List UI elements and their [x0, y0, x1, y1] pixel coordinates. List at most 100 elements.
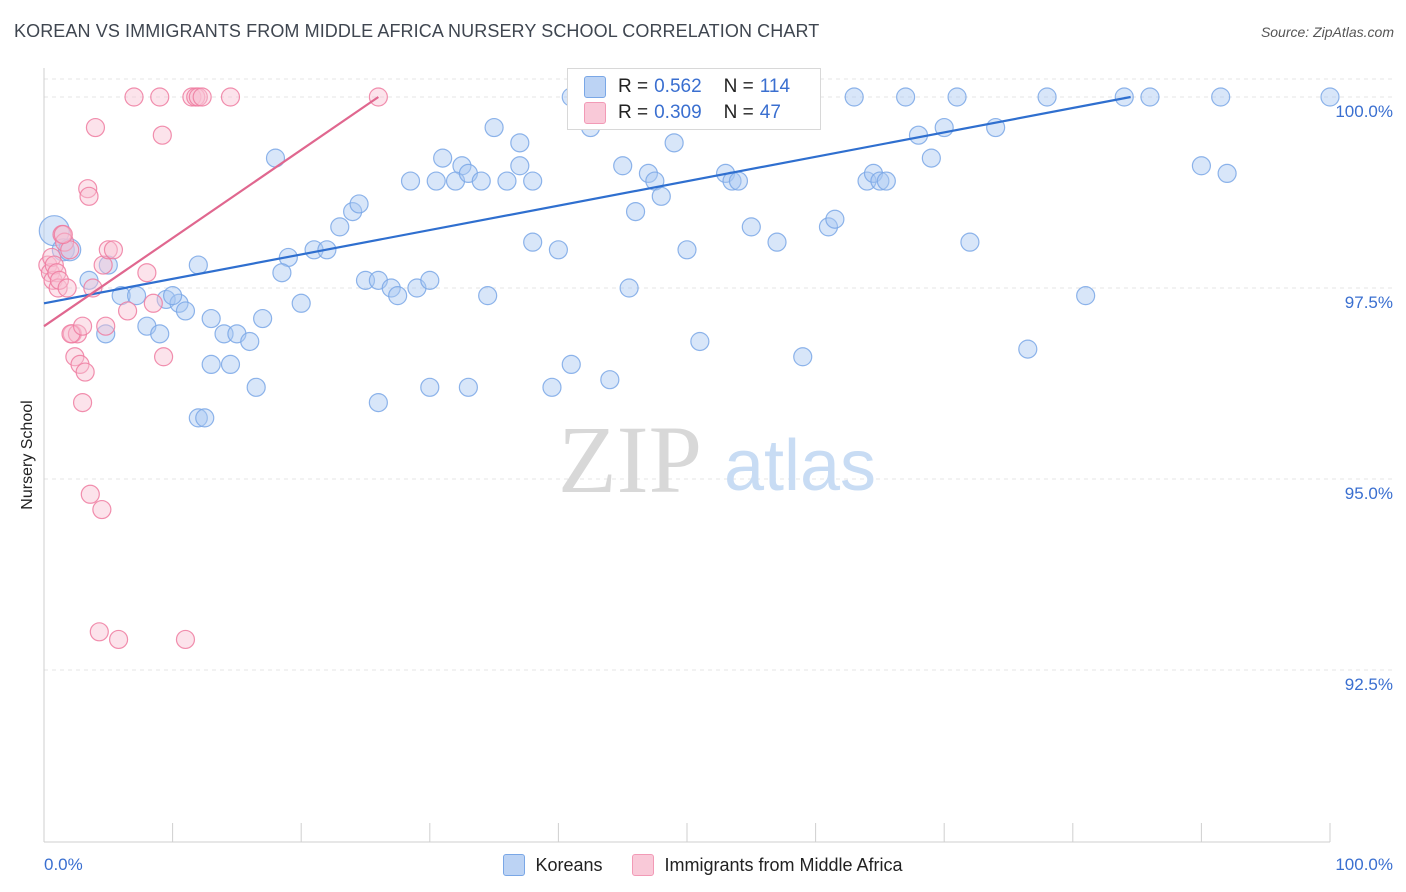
watermark-zip: ZIP: [558, 406, 702, 513]
legend-item-koreans[interactable]: Koreans: [503, 854, 602, 876]
middle-africa-point: [89, 622, 109, 642]
korean-point: [150, 324, 170, 344]
middle-africa-point: [220, 87, 241, 107]
middle-africa-point: [143, 293, 163, 313]
korean-point: [497, 171, 517, 191]
middle-africa-point: [117, 301, 138, 321]
korean-point: [876, 171, 896, 191]
y-tick-label: 95.0%: [1345, 484, 1393, 503]
legend-label: Koreans: [535, 854, 603, 875]
r-label: R =: [618, 102, 649, 123]
korean-point: [272, 263, 292, 283]
middle-africa-point: [152, 125, 172, 145]
middle-africa-point: [150, 87, 170, 107]
watermark-atlas: atlas: [724, 426, 876, 506]
middle-africa-point: [175, 629, 196, 650]
korean-point: [420, 377, 440, 397]
korean-point: [220, 354, 241, 374]
middle-africa-point: [53, 224, 73, 245]
korean-point: [619, 278, 639, 298]
korean-point: [1191, 156, 1212, 176]
middle-africa-point: [75, 362, 95, 382]
series-middle-africa: [38, 87, 388, 650]
r-value: 0.309: [654, 102, 702, 123]
korean-point: [1018, 339, 1038, 359]
korean-point: [420, 270, 440, 290]
middle-africa-point: [80, 484, 100, 504]
korean-point: [767, 232, 787, 252]
korean-point: [368, 393, 388, 413]
korean-point: [561, 354, 581, 374]
korean-point: [651, 186, 671, 206]
middle-africa-point: [108, 629, 129, 650]
korean-point: [728, 171, 749, 191]
y-tick-label: 92.5%: [1345, 675, 1393, 694]
middle-africa-swatch: [584, 102, 606, 124]
korean-point: [343, 202, 363, 222]
middle-africa-point: [79, 186, 99, 206]
r-value: 0.562: [654, 76, 702, 97]
x-tick-label-max: 100.0%: [1335, 855, 1393, 874]
korean-point: [1076, 286, 1096, 306]
korean-point: [98, 255, 118, 275]
koreans-trend-line: [43, 95, 1131, 305]
chart-title: KOREAN VS IMMIGRANTS FROM MIDDLE AFRICA …: [14, 21, 820, 41]
middle-africa-point: [72, 316, 93, 336]
korean-point: [1217, 163, 1237, 183]
korean-point: [169, 293, 189, 313]
korean-point: [240, 331, 260, 352]
korean-point: [523, 171, 543, 191]
legend-label: Immigrants from Middle Africa: [664, 854, 903, 875]
middle-africa-point: [96, 316, 116, 336]
y-tick-label: 100.0%: [1335, 102, 1393, 121]
korean-point: [188, 408, 208, 428]
n-label: N =: [723, 76, 754, 97]
korean-point: [523, 232, 543, 252]
korean-point: [1140, 87, 1160, 107]
korean-point: [1114, 87, 1134, 107]
korean-point: [201, 308, 221, 329]
korean-point: [246, 377, 266, 397]
korean-point: [921, 148, 941, 168]
korean-point: [793, 347, 813, 367]
points-layer: [38, 87, 1340, 650]
korean-point: [1320, 87, 1340, 107]
koreans-swatch: [584, 76, 606, 98]
source-label: Source: ZipAtlas.com: [1260, 24, 1394, 40]
y-tick-label: 97.5%: [1345, 293, 1393, 312]
korean-point: [349, 194, 369, 214]
korean-point: [291, 293, 311, 313]
korean-point: [825, 209, 845, 229]
middle-africa-point: [92, 499, 112, 520]
middle-africa-point: [153, 347, 174, 367]
legend-item-middle-africa[interactable]: Immigrants from Middle Africa: [632, 854, 903, 876]
korean-point: [600, 370, 620, 390]
korean-point: [896, 87, 916, 107]
middle-africa-point: [49, 270, 70, 290]
korean-point: [96, 324, 116, 344]
korean-point: [638, 163, 659, 183]
middle-africa-point: [42, 247, 62, 268]
korean-point: [960, 232, 980, 252]
series-koreans: [38, 87, 1340, 428]
korean-point: [510, 156, 530, 176]
trend-lines: [43, 95, 1131, 328]
korean-point: [690, 331, 710, 352]
n-label: N =: [723, 102, 754, 123]
korean-point: [253, 308, 273, 329]
middle-africa-point: [61, 324, 81, 344]
korean-point: [1037, 87, 1057, 107]
korean-point: [330, 217, 350, 237]
stats-row-koreans: R = 0.562 N = 114: [584, 74, 790, 100]
bottom-legend: Koreans Immigrants from Middle Africa: [0, 852, 1406, 878]
middle-africa-point: [137, 263, 157, 283]
korean-point: [677, 240, 697, 260]
korean-point: [818, 217, 839, 237]
korean-point: [664, 133, 684, 153]
korean-point: [175, 301, 196, 321]
middle-africa-point: [85, 117, 106, 138]
korean-point: [433, 148, 453, 168]
korean-point: [381, 278, 401, 298]
x-tick-label-min: 0.0%: [44, 855, 83, 874]
korean-point: [625, 202, 646, 222]
